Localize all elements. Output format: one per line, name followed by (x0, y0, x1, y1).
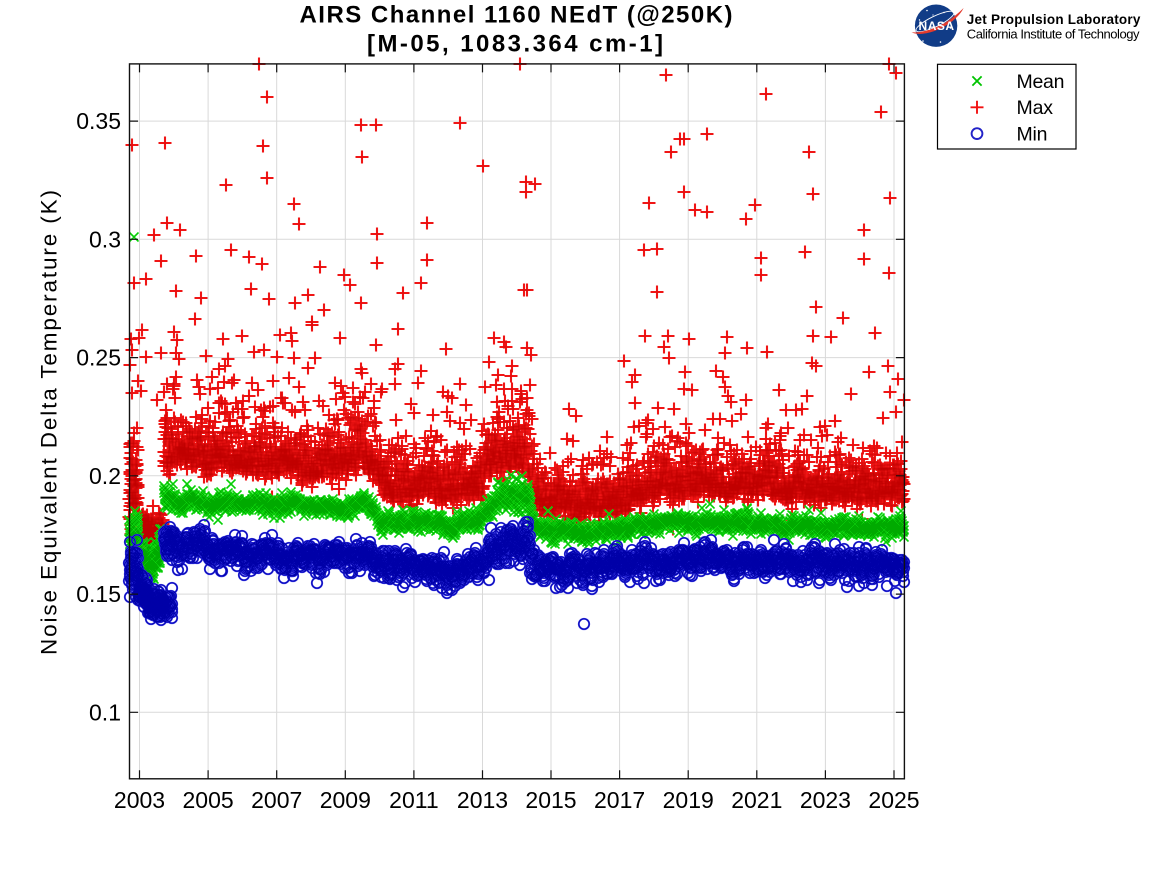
svg-text:0.35: 0.35 (76, 108, 121, 134)
svg-text:Max: Max (1017, 97, 1054, 119)
svg-text:AIRS Channel 1160 NEdT (@250K): AIRS Channel 1160 NEdT (@250K) (300, 2, 733, 29)
svg-text:2005: 2005 (183, 787, 234, 813)
svg-text:0.15: 0.15 (76, 581, 121, 607)
svg-text:2017: 2017 (594, 787, 645, 813)
svg-text:0.3: 0.3 (89, 226, 121, 252)
svg-text:California Institute of Techno: California Institute of Technology (967, 26, 1140, 41)
svg-text:Min: Min (1017, 123, 1048, 145)
svg-text:0.25: 0.25 (76, 345, 121, 371)
svg-text:2015: 2015 (525, 787, 576, 813)
svg-text:2007: 2007 (251, 787, 302, 813)
svg-text:Mean: Mean (1017, 71, 1065, 93)
svg-text:2023: 2023 (800, 787, 851, 813)
svg-text:2009: 2009 (320, 787, 371, 813)
svg-text:Jet Propulsion Laboratory: Jet Propulsion Laboratory (967, 12, 1141, 27)
svg-text:NASA: NASA (919, 19, 955, 33)
svg-text:0.2: 0.2 (89, 463, 121, 489)
svg-text:0.1: 0.1 (89, 699, 121, 725)
svg-text:2025: 2025 (868, 787, 919, 813)
svg-text:[M-05, 1083.364 cm-1]: [M-05, 1083.364 cm-1] (367, 30, 663, 57)
svg-text:2019: 2019 (663, 787, 714, 813)
svg-text:2003: 2003 (114, 787, 165, 813)
svg-text:2021: 2021 (731, 787, 782, 813)
svg-text:2013: 2013 (457, 787, 508, 813)
svg-text:2011: 2011 (389, 787, 438, 813)
svg-text:Noise Equivalent Delta Tempera: Noise Equivalent Delta Temperature (K) (37, 190, 62, 655)
